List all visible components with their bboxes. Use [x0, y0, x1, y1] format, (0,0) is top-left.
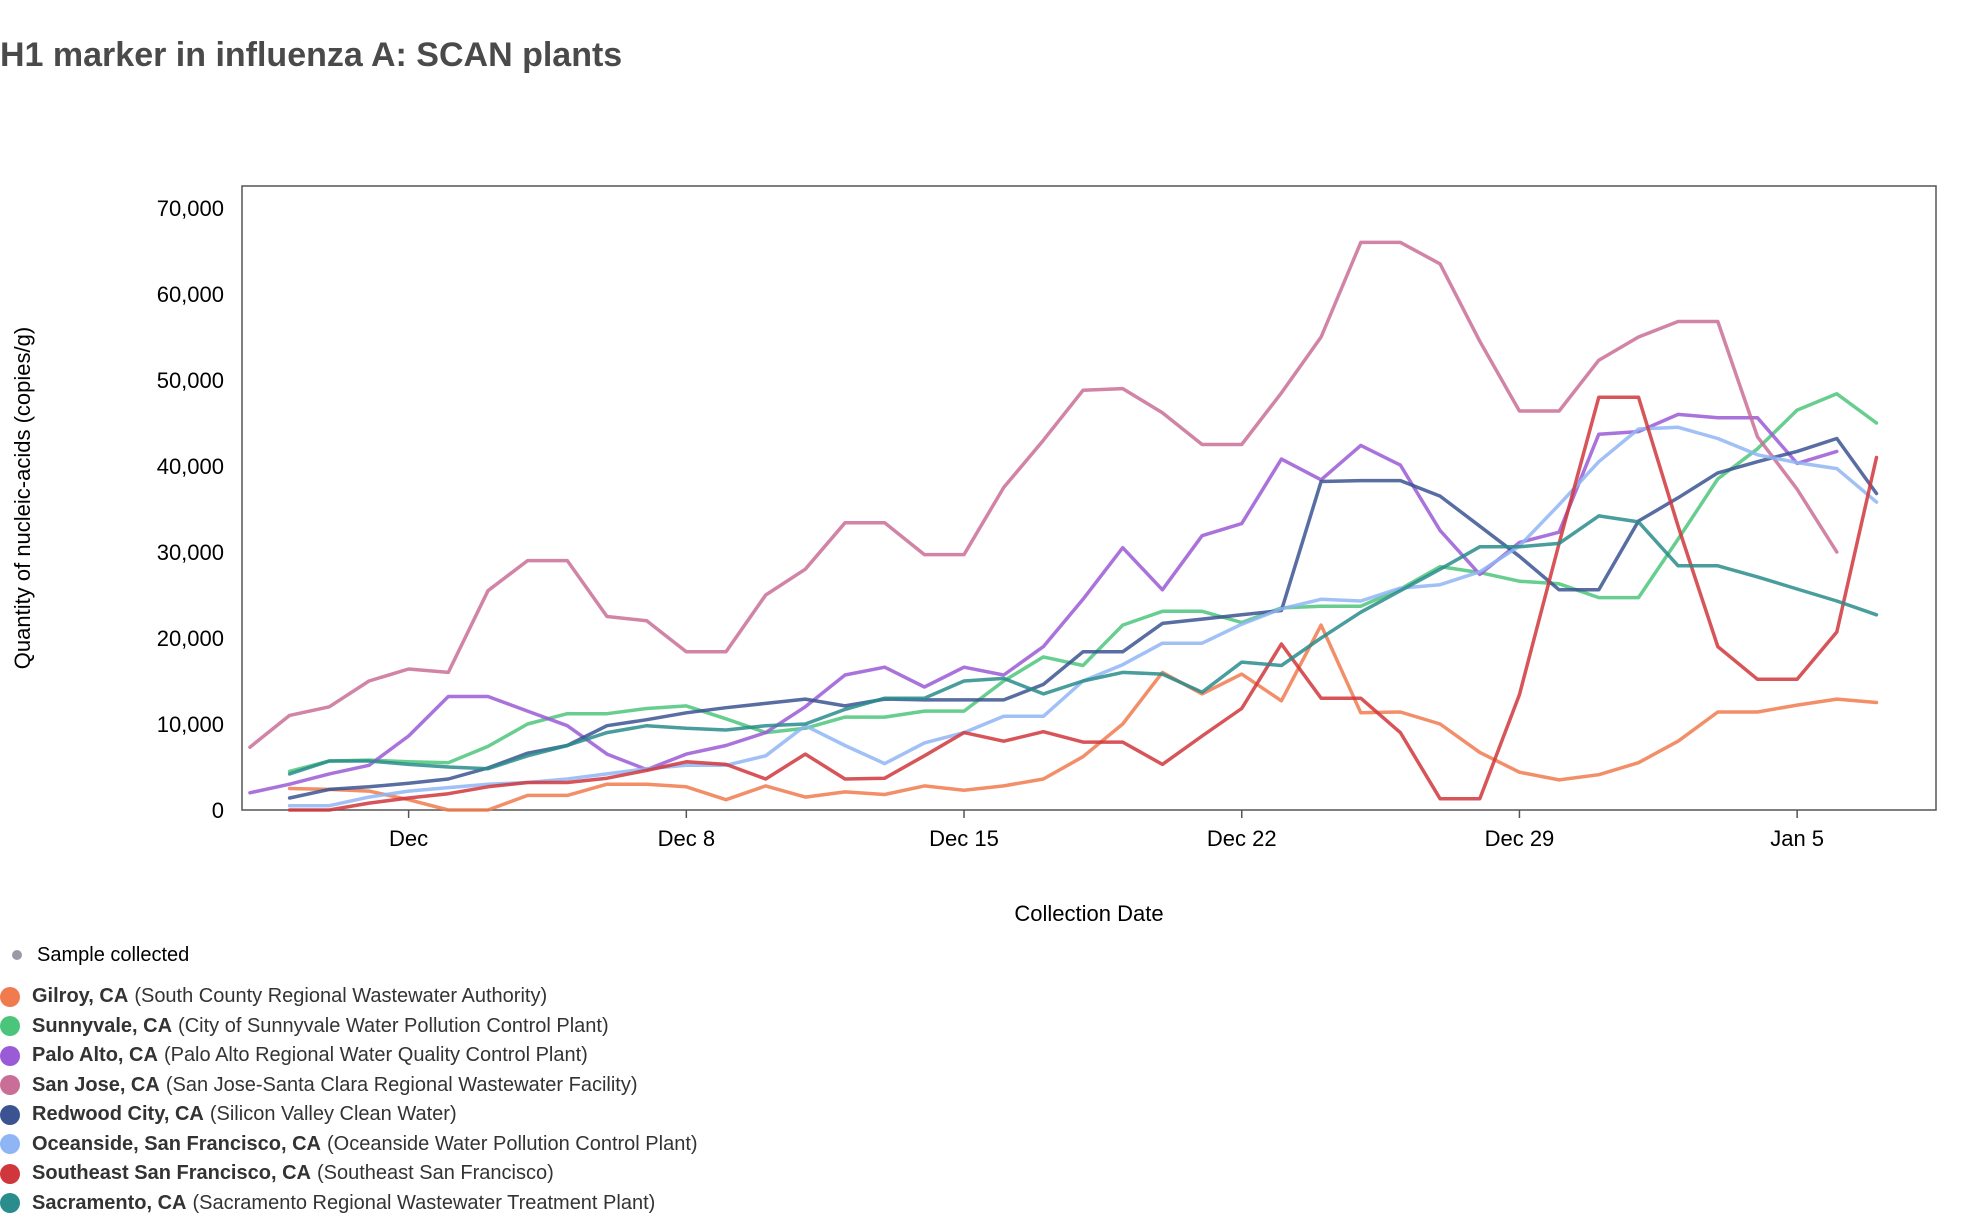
y-tick-label: 0	[212, 798, 224, 823]
legend-swatch-icon	[0, 1163, 20, 1184]
legend-item-name: Gilroy, CA	[32, 985, 129, 1008]
legend-item-name: Southeast San Francisco, CA	[32, 1162, 311, 1185]
legend-item[interactable]: Redwood City, CA (Silicon Valley Clean Wa…	[0, 1100, 698, 1130]
x-tick-label: Dec	[389, 826, 428, 851]
legend-item-name: Sacramento, CA	[32, 1191, 187, 1214]
legend-sample-label: Sample collected	[37, 943, 190, 966]
legend-item-description: (South County Regional Wastewater Author…	[134, 985, 548, 1008]
series-line-gilroy-ca[interactable]	[287, 623, 1879, 812]
legend-swatch-icon	[0, 1016, 20, 1037]
x-axis: Dec Dec 8 Dec 15 Dec 22 Dec 29 Jan 5	[389, 810, 1824, 851]
legend-item-description: (San Jose-Santa Clara Regional Wastewate…	[165, 1073, 638, 1096]
legend-item[interactable]: Oceanside, San Francisco, CA (Oceanside W…	[0, 1130, 698, 1160]
y-tick-label: 30,000	[157, 540, 224, 565]
y-tick-label: 50,000	[157, 368, 224, 393]
legend-item-description: (Southeast San Francisco)	[316, 1162, 554, 1185]
legend-item-description: (Palo Alto Regional Water Quality Contro…	[163, 1044, 588, 1067]
x-axis-label: Collection Date	[1014, 901, 1163, 926]
legend-item[interactable]: San Jose, CA (San Jose-Santa Clara Region…	[0, 1071, 698, 1101]
legend-item-name: San Jose, CA	[32, 1073, 160, 1096]
y-axis: 0 10,000 20,000 30,000 40,000 50,000 60,000 70,…	[157, 196, 224, 823]
legend-swatch-icon	[0, 1134, 20, 1155]
plot-frame	[241, 185, 1937, 811]
legend-swatch-icon	[0, 986, 20, 1007]
y-tick-label: 20,000	[157, 626, 224, 651]
legend-item-name: Oceanside, San Francisco, CA	[32, 1132, 321, 1155]
legend-swatch-icon	[0, 1075, 20, 1096]
series-line-sacramento-ca[interactable]	[287, 514, 1879, 776]
legend-item-description: (Sacramento Regional Wastewater Treatmen…	[192, 1191, 656, 1214]
y-tick-label: 10,000	[157, 712, 224, 737]
series-group	[248, 240, 1879, 812]
legend-item-description: (Silicon Valley Clean Water)	[209, 1103, 457, 1126]
y-tick-label: 70,000	[157, 196, 224, 221]
y-tick-label: 60,000	[157, 282, 224, 307]
x-tick-label: Dec 29	[1485, 826, 1555, 851]
sample-dot-icon	[12, 950, 22, 960]
legend: Sample collected Gilroy, CA (South County…	[0, 940, 698, 1218]
chart-title: H1 marker in influenza A: SCAN plants	[0, 36, 623, 74]
legend-item-name: Sunnyvale, CA	[32, 1014, 173, 1037]
legend-items: Gilroy, CA (South County Regional Wastewa…	[0, 982, 698, 1218]
legend-sample-collected: Sample collected	[0, 940, 698, 970]
legend-item-description: (City of Sunnyvale Water Pollution Contr…	[178, 1014, 609, 1037]
legend-swatch-icon	[0, 1045, 20, 1066]
x-tick-label: Dec 8	[658, 826, 715, 851]
legend-swatch-icon	[0, 1193, 20, 1214]
x-tick-label: Dec 15	[929, 826, 999, 851]
legend-item[interactable]: Gilroy, CA (South County Regional Wastewa…	[0, 982, 698, 1012]
x-tick-label: Jan 5	[1770, 826, 1824, 851]
legend-item[interactable]: Southeast San Francisco, CA (Southeast Sa…	[0, 1159, 698, 1189]
series-line-sunnyvale-ca[interactable]	[287, 392, 1879, 774]
legend-swatch-icon	[0, 1104, 20, 1125]
legend-item[interactable]: Palo Alto, CA (Palo Alto Regional Water Q…	[0, 1041, 698, 1071]
legend-item[interactable]: Sacramento, CA (Sacramento Regional Waste…	[0, 1189, 698, 1219]
legend-item-description: (Oceanside Water Pollution Control Plant…	[327, 1132, 698, 1155]
x-tick-label: Dec 22	[1207, 826, 1277, 851]
legend-item-name: Palo Alto, CA	[32, 1044, 158, 1067]
series-line-san-jose-ca[interactable]	[248, 240, 1839, 749]
series-line-southeast-san-francisco-ca[interactable]	[287, 395, 1879, 812]
y-axis-label: Quantity of nucleic-acids (copies/g)	[10, 327, 35, 669]
legend-item-name: Redwood City, CA	[32, 1103, 204, 1126]
legend-item[interactable]: Sunnyvale, CA (City of Sunnyvale Water Po…	[0, 1012, 698, 1042]
y-tick-label: 40,000	[157, 454, 224, 479]
